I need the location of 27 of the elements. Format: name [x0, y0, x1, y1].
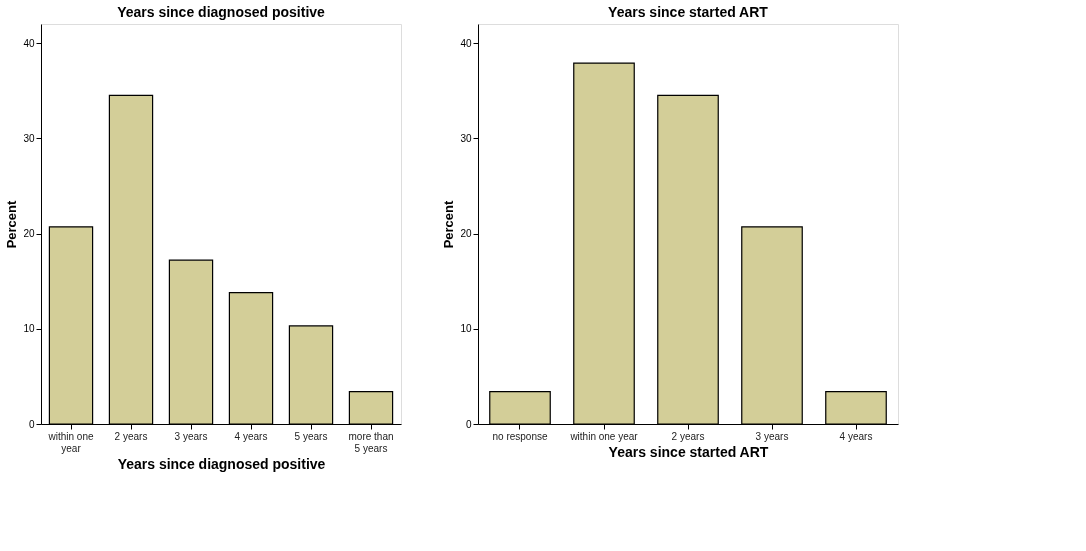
- x-tick-label: within one year: [569, 430, 639, 442]
- x-tick-label: 4 years: [234, 430, 268, 442]
- y-tick-label: 40: [460, 37, 472, 49]
- x-tick-label: 3 years: [174, 430, 208, 442]
- x-axis-title: Years since diagnosed positive: [117, 455, 326, 472]
- x-tick-label: 3 years: [755, 430, 789, 442]
- y-axis-title: Percent: [4, 199, 20, 249]
- x-tick-label: more than 5 years: [348, 430, 394, 454]
- y-tick-label: 40: [23, 37, 35, 49]
- x-axis-title: Years since started ART: [608, 443, 769, 460]
- x-tick-label: 4 years: [839, 430, 873, 442]
- x-tick-label: 2 years: [114, 430, 148, 442]
- y-tick-label: 10: [23, 323, 35, 335]
- x-tick-label: 5 years: [294, 430, 328, 442]
- x-tick-label: 2 years: [671, 430, 705, 442]
- chart-title: Years since diagnosed positive: [117, 4, 326, 20]
- y-tick-label: 10: [460, 323, 472, 335]
- x-tick-label: within one year: [47, 430, 94, 454]
- y-axis-title: Percent: [441, 199, 457, 249]
- y-tick-label: 20: [460, 228, 472, 240]
- y-tick-label: 30: [460, 132, 472, 144]
- y-tick-label: 30: [23, 132, 35, 144]
- y-tick-label: 20: [23, 228, 35, 240]
- chart-title: Years since started ART: [608, 4, 769, 20]
- y-tick-label: 0: [28, 418, 35, 430]
- x-tick-label: no response: [492, 430, 548, 442]
- y-tick-label: 0: [465, 418, 472, 430]
